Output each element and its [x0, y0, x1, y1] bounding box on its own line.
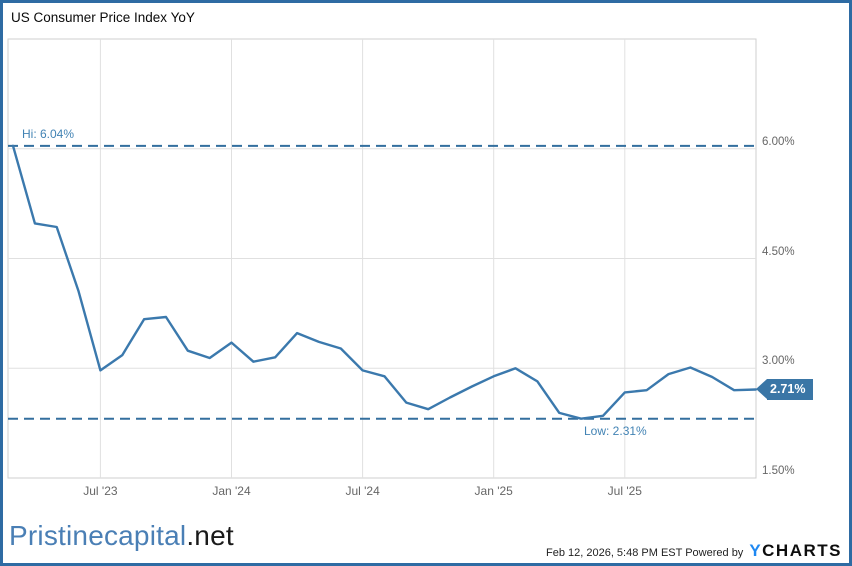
x-axis-tick-label: Jan '24 — [212, 484, 251, 498]
current-value-text: 2.71% — [767, 379, 814, 400]
cpi-data-line — [11, 144, 758, 420]
x-axis-tick-label: Jul '24 — [345, 484, 380, 498]
brand-suffix: .net — [186, 520, 234, 551]
current-value-tag: 2.71% — [756, 379, 814, 400]
high-value-label: Hi: 6.04% — [22, 127, 75, 141]
footer-attribution: Feb 12, 2026, 5:48 PM EST Powered by YCH… — [546, 541, 842, 561]
x-axis-tick-label: Jan '25 — [474, 484, 513, 498]
powered-by-label: Powered by — [685, 547, 744, 559]
timestamp: Feb 12, 2026, 5:48 PM EST — [545, 547, 683, 559]
brand-watermark: Pristinecapital.net — [9, 520, 234, 552]
chart-title: US Consumer Price Index YoY — [11, 10, 195, 25]
low-value-label: Low: 2.31% — [584, 424, 647, 438]
x-axis-tick-label: Jul '23 — [83, 484, 118, 498]
brand-name: Pristinecapital — [9, 520, 187, 551]
y-axis-tick-label: 1.50% — [762, 465, 795, 477]
tag-arrow-icon — [756, 379, 767, 399]
y-axis-tick-label: 4.50% — [762, 245, 795, 258]
ycharts-logo-charts: CHARTS — [762, 541, 842, 560]
ycharts-logo: YCHARTS — [749, 541, 842, 561]
y-axis-tick-label: 3.00% — [762, 355, 795, 368]
timestamp-and-powered-by: Feb 12, 2026, 5:48 PM EST Powered by — [546, 547, 743, 559]
x-axis-tick-label: Jul '25 — [607, 484, 642, 498]
ycharts-logo-y: Y — [749, 541, 763, 560]
y-axis-tick-label: 6.00% — [762, 135, 795, 148]
